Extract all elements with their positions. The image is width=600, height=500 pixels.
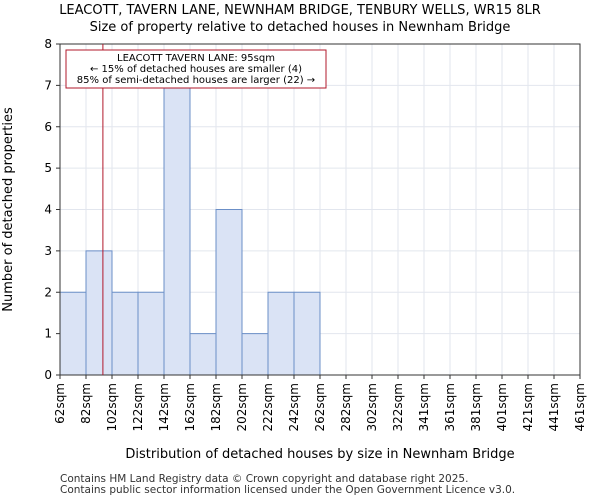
histogram-chart: 0 1 2 3 4 5 6 7 8 62sqm 82sqm 102sqm 122sqm 142sqm 16… (1, 37, 587, 462)
x-tick-label: 322sqm (391, 383, 405, 431)
bar (215, 209, 243, 376)
bar (163, 84, 191, 376)
chart-subtitle: Size of property relative to detached ho… (89, 20, 511, 35)
x-tick-label: 62sqm (53, 383, 67, 424)
bar (137, 291, 165, 376)
x-tick-label: 262sqm (313, 383, 327, 431)
y-tick-label: 2 (44, 285, 52, 299)
bar (293, 291, 321, 376)
annotation-box: LEACOTT TAVERN LANE: 95sqm ← 15% of deta… (65, 49, 327, 89)
bar (111, 291, 139, 376)
annotation-line-2: ← 15% of detached houses are smaller (4) (90, 64, 302, 75)
footer-line-1: Contains HM Land Registry data © Crown c… (60, 473, 469, 485)
x-tick-label: 421sqm (521, 383, 535, 431)
annotation-line-3: 85% of semi-detached houses are larger (… (77, 75, 315, 86)
x-tick-label: 441sqm (547, 383, 561, 431)
x-tick-label: 182sqm (209, 383, 223, 431)
x-tick-label: 341sqm (417, 383, 431, 431)
x-tick-label: 282sqm (339, 383, 353, 431)
x-tick-label: 162sqm (183, 383, 197, 431)
x-tick-label: 142sqm (157, 383, 171, 431)
y-tick-label: 7 (44, 78, 52, 92)
y-tick-label: 4 (44, 203, 52, 217)
y-tick-label: 8 (44, 37, 52, 51)
x-tick-label: 401sqm (495, 383, 509, 431)
x-axis-label: Distribution of detached houses by size … (125, 447, 514, 462)
y-tick-label: 1 (44, 327, 52, 341)
x-tick-label: 302sqm (365, 383, 379, 431)
x-tick-label: 461sqm (573, 383, 587, 431)
annotation-line-1: LEACOTT TAVERN LANE: 95sqm (117, 53, 275, 64)
x-tick-label: 102sqm (105, 383, 119, 431)
y-tick-label: 0 (44, 368, 52, 382)
x-tick-label: 242sqm (287, 383, 301, 431)
x-tick-label: 381sqm (469, 383, 483, 431)
x-tick-label: 202sqm (235, 383, 249, 431)
bar (267, 291, 295, 376)
x-tick-label: 222sqm (261, 383, 275, 431)
bar (85, 250, 113, 376)
y-axis-label: Number of detached properties (1, 107, 16, 312)
x-tick-label: 82sqm (79, 383, 93, 424)
footer-line-2: Contains public sector information licen… (60, 484, 516, 496)
bar (241, 333, 269, 376)
y-tick-label: 5 (44, 161, 52, 175)
chart-title: LEACOTT, TAVERN LANE, NEWNHAM BRIDGE, TE… (59, 3, 541, 18)
y-tick-label: 6 (44, 120, 52, 134)
bar (59, 291, 87, 376)
bar (189, 333, 217, 376)
x-tick-label: 122sqm (131, 383, 145, 431)
x-tick-label: 361sqm (443, 383, 457, 431)
y-tick-label: 3 (44, 244, 52, 258)
